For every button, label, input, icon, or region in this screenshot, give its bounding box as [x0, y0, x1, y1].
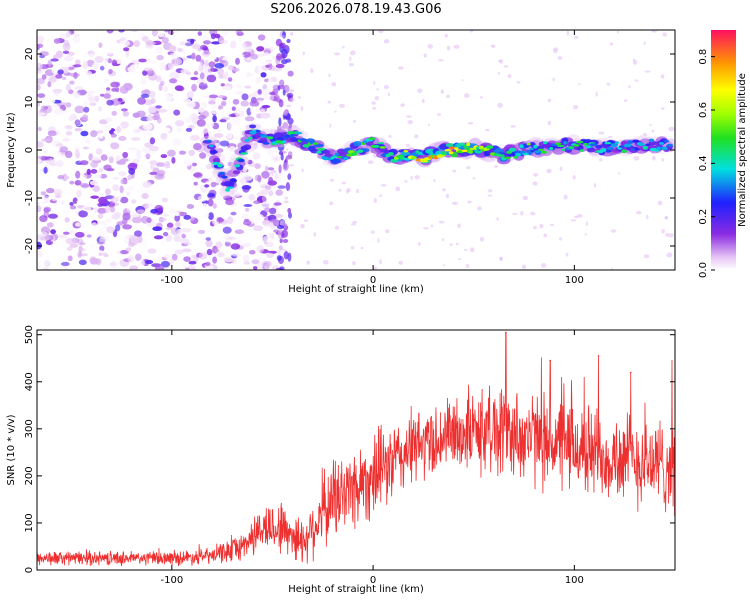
colorbar-tick-label: 0.0: [698, 262, 709, 278]
snr-y-tick-label: 500: [24, 325, 35, 344]
snr-y-tick-label: 100: [24, 513, 35, 532]
snr-x-axis-label: Height of straight line (km): [288, 584, 424, 595]
spectrogram-x-tick-label: 100: [565, 275, 584, 286]
snr-y-axis-label: SNR (10 * v/v): [6, 414, 17, 485]
snr-series-line: [37, 331, 675, 567]
noise-speckles: [37, 30, 675, 270]
spectrogram-y-tick-label: 10: [24, 96, 35, 109]
ridge-band: [199, 123, 675, 199]
snr-peak-point: [505, 331, 507, 334]
snr-panel: -100 0 100 0 100 200 300 400 500 Height of strai…: [6, 325, 676, 595]
spectrogram-y-tick-label: 0: [24, 147, 35, 153]
spectrogram-y-tick-label: -10: [24, 190, 35, 206]
chart-title: S206.2026.078.19.43.G06: [270, 2, 442, 17]
spectrogram-x-tick-label: 0: [370, 275, 376, 286]
snr-y-tick-label: 200: [24, 466, 35, 485]
colorbar-tick-label: 0.4: [698, 155, 709, 171]
colorbar-tick-label: 0.6: [698, 102, 709, 118]
snr-peak-point: [597, 355, 600, 357]
snr-x-tick-label: 100: [565, 575, 584, 586]
colorbar-tick-label: 0.2: [698, 209, 709, 225]
snr-y-tick-label: 400: [24, 372, 35, 391]
colorbar: 0.0 0.2 0.4 0.6 0.8 Normalized spectral ampl…: [698, 30, 748, 278]
snr-x-tick-label: 0: [370, 575, 376, 586]
colorbar-gradient: [711, 30, 736, 270]
spectrogram-x-axis-label: Height of straight line (km): [288, 284, 424, 295]
colorbar-label: Normalized spectral amplitude: [737, 73, 748, 227]
snr-peak-point: [549, 359, 551, 362]
snr-y-tick-label: 0: [24, 567, 35, 573]
spectrogram-y-axis-label: Frequency (Hz): [6, 112, 17, 188]
snr-x-tick-label: -100: [160, 575, 183, 586]
spectrogram-x-tick-label: -100: [160, 275, 183, 286]
snr-y-tick-label: 300: [24, 419, 35, 438]
spectrogram-y-tick-label: -20: [24, 238, 35, 254]
snr-frame: [36, 329, 676, 571]
snr-peak-point: [629, 371, 632, 374]
spectrogram-y-tick-label: 20: [24, 48, 35, 61]
colorbar-tick-label: 0.8: [698, 49, 709, 65]
